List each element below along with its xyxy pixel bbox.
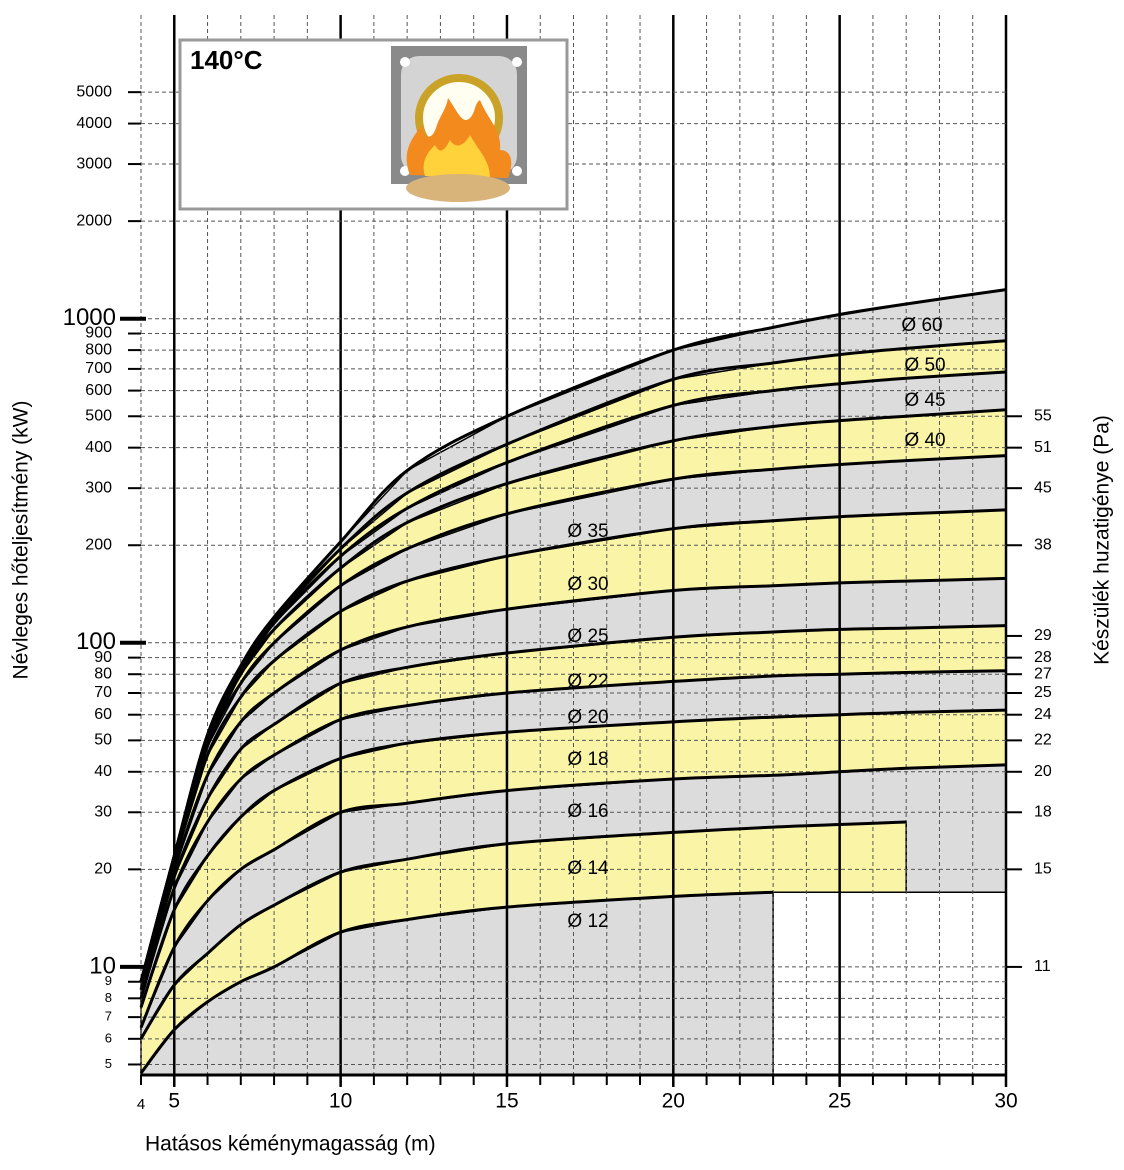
chart: 4510152025305678910203040506070809010020…: [0, 0, 1124, 1165]
y-tick-label: 5000: [76, 83, 112, 100]
y-tick-label: 40: [94, 763, 112, 780]
inset: 140°C: [180, 40, 567, 209]
page: {"chart_data": { "type": "line", "annota…: [0, 0, 1124, 1170]
inset-label: 140°C: [190, 45, 263, 75]
series-label: Ø 30: [567, 574, 608, 595]
x-axis-title: Hatásos kéménymagasság (m): [145, 1133, 436, 1156]
y2-tick-label: 22: [1034, 732, 1052, 749]
y-tick-label: 50: [94, 732, 112, 749]
x-tick-label: 30: [994, 1090, 1017, 1113]
y2-tick-label: 28: [1034, 649, 1052, 666]
series-label: Ø 25: [567, 626, 608, 647]
y-tick-label: 6: [105, 1030, 112, 1045]
x-tick-label: 5: [168, 1090, 180, 1113]
y-tick-label: 200: [85, 536, 112, 553]
y-tick-label: 8: [105, 990, 112, 1005]
y2-tick-label: 55: [1034, 407, 1052, 424]
y-tick-label: 1000: [63, 304, 116, 331]
x-tick-label: 25: [828, 1090, 851, 1113]
y-tick-label: 300: [85, 479, 112, 496]
y-tick-label: 20: [94, 861, 112, 878]
y-tick-label: 80: [94, 665, 112, 682]
y2-tick-label: 11: [1034, 958, 1051, 975]
y2-tick-label: 38: [1034, 536, 1052, 553]
y-tick-label: 800: [85, 341, 112, 358]
y-tick-label: 7: [105, 1009, 112, 1024]
y-axis-title: Névleges hőteljesítmény (kW): [10, 401, 33, 680]
y-tick-label: 5: [105, 1056, 112, 1071]
y2-tick-label: 25: [1034, 684, 1052, 701]
y2-tick-label: 15: [1034, 861, 1052, 878]
series-label: Ø 22: [567, 671, 608, 692]
series-label: Ø 12: [567, 911, 608, 932]
x-tick-label: 10: [329, 1090, 352, 1113]
y2-tick-label: 24: [1034, 706, 1052, 723]
y-tick-label: 2000: [76, 212, 112, 229]
y2-tick-label: 45: [1034, 479, 1052, 496]
series-label: Ø 50: [904, 355, 945, 376]
y-tick-label: 700: [85, 360, 112, 377]
y-tick-label: 3000: [76, 155, 112, 172]
x-tick-label: 15: [495, 1090, 518, 1113]
y2-axis-title: Készülék huzatigénye (Pa): [1091, 415, 1114, 665]
series-label: Ø 16: [567, 801, 608, 822]
y-tick-label: 70: [94, 684, 112, 701]
y2-tick-label: 51: [1034, 439, 1052, 456]
y2-tick-label: 20: [1034, 763, 1052, 780]
y-tick-label: 10: [89, 952, 116, 979]
y2-tick-label: 27: [1034, 665, 1052, 682]
series-label: Ø 14: [567, 858, 609, 879]
y-tick-label: 4000: [76, 115, 112, 132]
burner-icon: [391, 46, 527, 202]
series-label: Ø 18: [567, 749, 608, 770]
x-tick-label: 4: [137, 1096, 145, 1113]
y2-tick-label: 29: [1034, 627, 1052, 644]
y-tick-label: 100: [76, 628, 116, 655]
y-tick-label: 600: [85, 382, 112, 399]
y-tick-label: 400: [85, 439, 112, 456]
series-label: Ø 60: [901, 315, 942, 336]
series-label: Ø 20: [567, 707, 608, 728]
y-tick-label: 500: [85, 407, 112, 424]
series-label: Ø 40: [904, 430, 945, 451]
y-tick-label: 60: [94, 706, 112, 723]
series-label: Ø 35: [567, 521, 608, 542]
x-tick-label: 20: [662, 1090, 685, 1113]
y2-tick-label: 18: [1034, 803, 1052, 820]
series-label: Ø 45: [904, 390, 945, 411]
y-tick-label: 30: [94, 803, 112, 820]
